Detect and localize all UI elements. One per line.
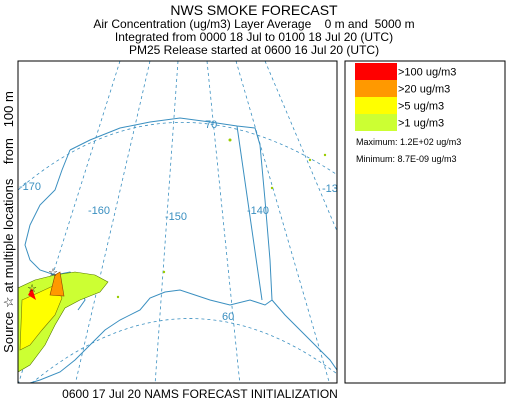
- source-marker: ☆: [27, 283, 37, 295]
- graticule: [206, 61, 241, 383]
- smoke-speck: [270, 186, 274, 190]
- graticule: [75, 61, 151, 383]
- graticule: [18, 122, 337, 191]
- longitude-label: -130: [322, 183, 344, 195]
- smoke-speck: [162, 270, 166, 274]
- map-panel: ☆ ☆ -170 -160 -150 -140 -130 70 60: [17, 60, 344, 384]
- graticule: [235, 61, 330, 383]
- coastline: [29, 117, 273, 383]
- legend-swatch: [355, 63, 397, 80]
- latitude-label: 70: [205, 119, 217, 131]
- legend-swatch: [355, 114, 397, 131]
- source-marker: ☆: [48, 267, 58, 279]
- smoke-speck: [308, 158, 312, 162]
- smoke-area: [49, 271, 65, 297]
- graticule: [264, 61, 337, 233]
- smoke-speck: [228, 138, 232, 142]
- legend-label: >20 ug/m3: [398, 84, 450, 96]
- title: NWS SMOKE FORECAST: [170, 2, 338, 18]
- maximum-note: Maximum: 1.2E+02 ug/m3: [356, 137, 461, 147]
- longitude-label: -150: [165, 211, 187, 223]
- smoke-speck: [116, 295, 120, 299]
- legend-label: >5 ug/m3: [398, 101, 444, 113]
- footer: 0600 17 Jul 20 NAMS FORECAST INITIALIZAT…: [62, 387, 338, 401]
- legend: Maximum: 1.2E+02 ug/m3 Minimum: 8.7E-09 …: [344, 60, 506, 384]
- legend-label: >100 ug/m3: [398, 67, 456, 79]
- latitude-label: 60: [222, 311, 234, 323]
- legend-label: >1 ug/m3: [398, 118, 444, 130]
- legend-swatch: [355, 97, 397, 114]
- subtitle: Air Concentration (ug/m3) Layer Average …: [93, 17, 414, 31]
- subtitle: Integrated from 0000 18 Jul to 0100 18 J…: [115, 30, 393, 44]
- graticule: [31, 318, 337, 383]
- map-frame: [17, 60, 338, 384]
- minimum-note: Minimum: 8.7E-09 ug/m3: [356, 154, 457, 164]
- border: [236, 125, 263, 301]
- smoke-speck: [323, 153, 327, 157]
- source-label: Source ☆ at multiple locations from 100 …: [1, 91, 16, 353]
- graticule: [154, 61, 179, 383]
- coastline: [271, 299, 337, 371]
- legend-frame: [344, 60, 506, 384]
- longitude-label: -160: [88, 205, 110, 217]
- longitude-label: -140: [247, 205, 269, 217]
- legend-swatch: [355, 80, 397, 97]
- smoke-area: [19, 284, 63, 351]
- longitude-label: -170: [19, 181, 41, 193]
- subtitle: PM25 Release started at 0600 16 Jul 20 (…: [129, 43, 379, 57]
- smoke-area: [28, 288, 36, 300]
